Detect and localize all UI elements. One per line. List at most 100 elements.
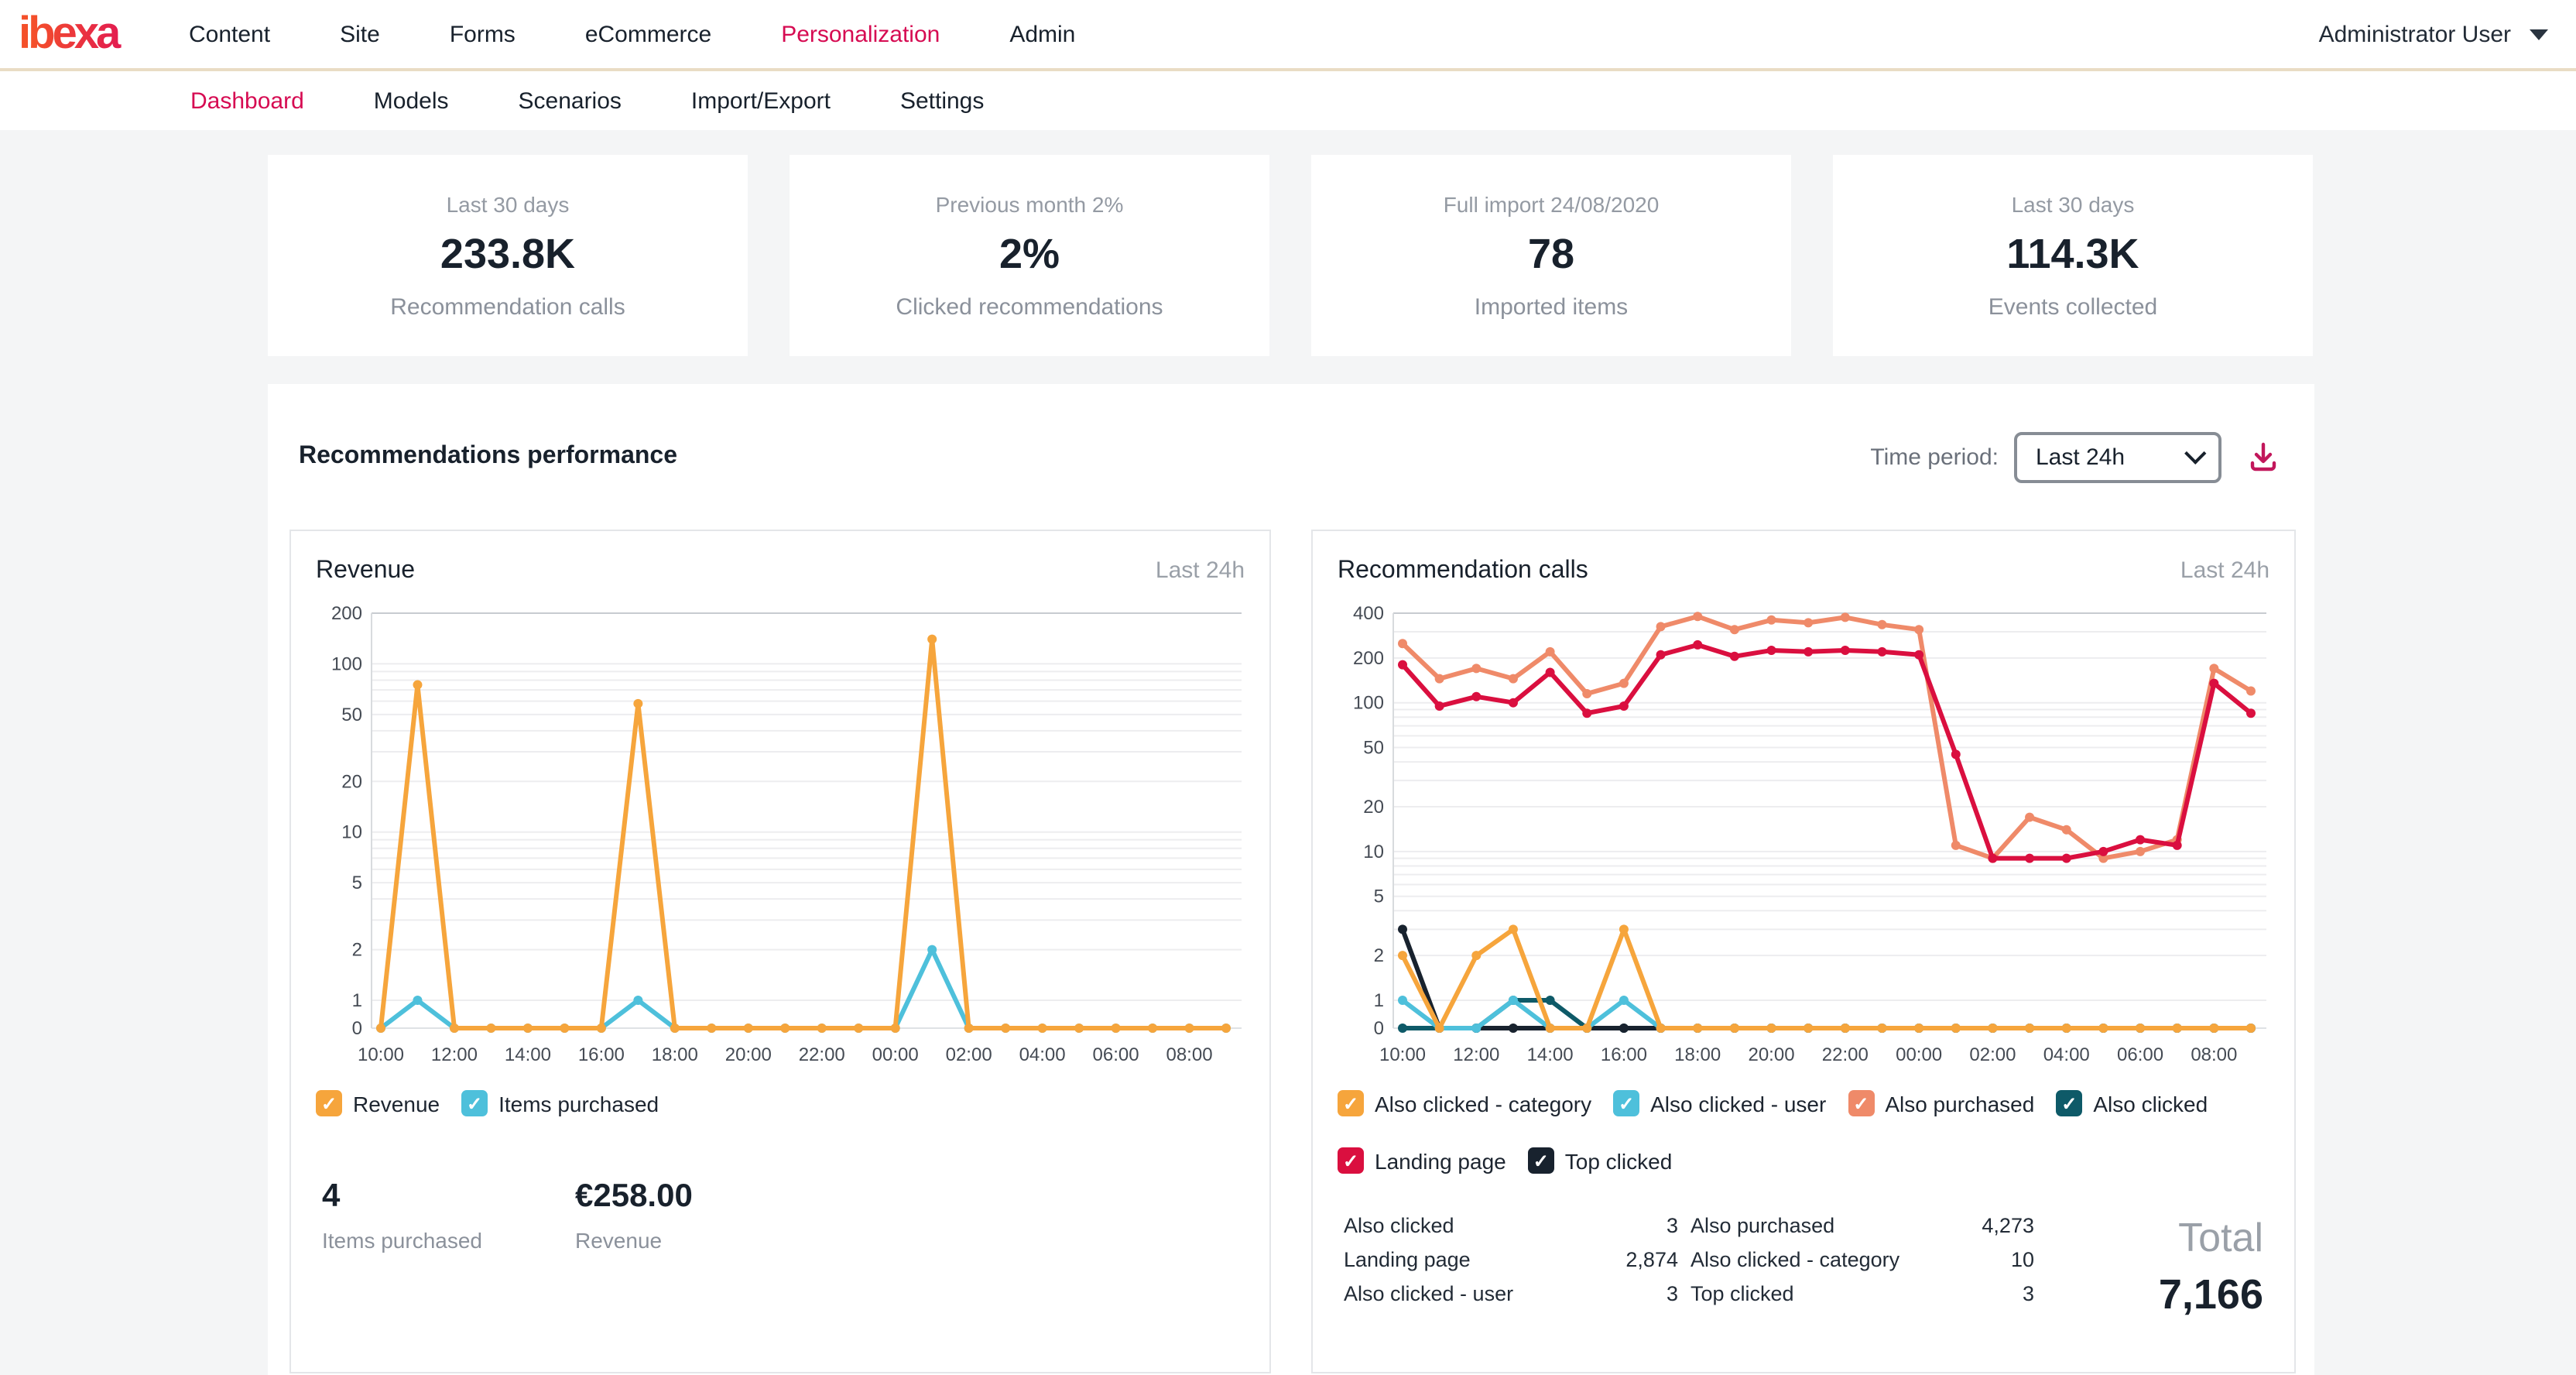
legend-checkbox-also-purchased[interactable]: ✓	[1848, 1090, 1875, 1116]
legend-item-items-purchased[interactable]: ✓ Items purchased	[461, 1090, 659, 1116]
main-nav: Content Site Forms eCommerce Personalization…	[189, 21, 1075, 47]
time-period-value: Last 24h	[2036, 444, 2126, 470]
legend-label: Also clicked - user	[1650, 1091, 1827, 1116]
summary-label: Items purchased	[322, 1228, 482, 1253]
summary-row-label: Top clicked	[1690, 1282, 1794, 1305]
chart-header: Recommendation calls Last 24h	[1338, 557, 2269, 585]
legend-checkbox-also-clicked[interactable]: ✓	[2056, 1090, 2083, 1116]
legend-item-also-clicked-category[interactable]: ✓ Also clicked - category	[1338, 1090, 1591, 1116]
sub-nav-settings[interactable]: Settings	[899, 87, 985, 114]
svg-text:5: 5	[352, 873, 362, 893]
svg-text:00:00: 00:00	[1896, 1044, 1942, 1065]
legend-item-landing-page[interactable]: ✓ Landing page	[1338, 1147, 1506, 1174]
svg-text:2: 2	[1374, 945, 1384, 966]
svg-text:5: 5	[1374, 886, 1384, 907]
total-value: 7,166	[2158, 1271, 2263, 1318]
stat-card-events-collected: Last 30 days 114.3K Events collected	[1833, 155, 2313, 356]
svg-text:14:00: 14:00	[505, 1044, 551, 1065]
sub-nav-import-export[interactable]: Import/Export	[690, 87, 831, 114]
chart-title: Revenue	[316, 557, 416, 584]
legend-item-top-clicked[interactable]: ✓ Top clicked	[1527, 1147, 1673, 1174]
legend-item-also-clicked-user[interactable]: ✓ Also clicked - user	[1613, 1090, 1826, 1116]
recommendation-calls-chart-card: Recommendation calls Last 24h 400 200 100 5…	[1311, 530, 2296, 1373]
legend-checkbox-landing-page[interactable]: ✓	[1338, 1147, 1364, 1174]
svg-text:10: 10	[1363, 842, 1384, 862]
revenue-chart-card: Revenue Last 24h 200 100 50 20 10 5 2 1 0 10:00 12…	[289, 530, 1271, 1373]
stat-card-recommendation-calls: Last 30 days 233.8K Recommendation calls	[268, 155, 748, 356]
panel-controls: Time period: Last 24h	[1870, 431, 2280, 482]
chevron-down-icon	[2184, 442, 2207, 465]
legend-label: Also clicked	[2093, 1091, 2208, 1116]
summary-revenue: €258.00 Revenue	[575, 1178, 693, 1253]
legend-label: Also clicked - category	[1375, 1091, 1592, 1116]
summary-row-value: 4,273	[1982, 1214, 2034, 1237]
legend-item-also-clicked[interactable]: ✓ Also clicked	[2056, 1090, 2208, 1116]
legend-checkbox-items-purchased[interactable]: ✓	[461, 1090, 488, 1116]
chart-period: Last 24h	[2180, 557, 2269, 584]
legend-label: Top clicked	[1564, 1148, 1673, 1173]
chevron-down-icon	[2530, 29, 2548, 39]
svg-text:2: 2	[352, 940, 362, 961]
svg-text:20: 20	[341, 771, 362, 792]
svg-text:08:00: 08:00	[2191, 1044, 2237, 1065]
legend-checkbox-top-clicked[interactable]: ✓	[1527, 1147, 1554, 1174]
legend-checkbox-revenue[interactable]: ✓	[316, 1090, 342, 1116]
svg-text:02:00: 02:00	[1969, 1044, 2016, 1065]
svg-text:20:00: 20:00	[725, 1044, 772, 1065]
svg-text:1: 1	[352, 990, 362, 1011]
svg-text:50: 50	[1363, 738, 1384, 759]
stat-card-value: 78	[1527, 230, 1575, 276]
top-nav: ibexa Content Site Forms eCommerce Personali…	[0, 0, 2576, 68]
chart-period: Last 24h	[1155, 557, 1245, 584]
svg-text:20:00: 20:00	[1748, 1044, 1794, 1065]
main-nav-content[interactable]: Content	[189, 21, 271, 47]
summary-row-value: 10	[2010, 1248, 2034, 1271]
stat-card-metric: Clicked recommendations	[896, 293, 1163, 320]
svg-text:1: 1	[1374, 990, 1384, 1011]
legend-checkbox-also-clicked-category[interactable]: ✓	[1338, 1090, 1364, 1116]
main-content: Last 30 days 233.8K Recommendation calls Pr…	[0, 130, 2576, 1375]
svg-text:0: 0	[1374, 1018, 1384, 1039]
main-nav-forms[interactable]: Forms	[449, 21, 516, 47]
stat-card-context: Last 30 days	[2011, 191, 2135, 216]
stat-card-imported-items: Full import 24/08/2020 78 Imported items	[1311, 155, 1791, 356]
svg-text:08:00: 08:00	[1166, 1044, 1212, 1065]
stat-card-metric: Recommendation calls	[390, 293, 625, 320]
main-nav-personalization[interactable]: Personalization	[781, 21, 940, 47]
stat-card-value: 2%	[999, 230, 1060, 276]
svg-text:18:00: 18:00	[1674, 1044, 1721, 1065]
download-icon[interactable]	[2246, 440, 2280, 474]
calls-summary-table: Also clicked 3 Also purchased 4,273 Landing …	[1344, 1214, 2034, 1319]
panel-header: Recommendations performance Time period:…	[289, 430, 2293, 483]
svg-text:14:00: 14:00	[1527, 1044, 1574, 1065]
sub-nav-models[interactable]: Models	[373, 87, 449, 114]
user-menu[interactable]: Administrator User	[2319, 21, 2548, 47]
legend-item-also-purchased[interactable]: ✓ Also purchased	[1848, 1090, 2034, 1116]
svg-text:10:00: 10:00	[358, 1044, 404, 1065]
legend-item-revenue[interactable]: ✓ Revenue	[316, 1090, 440, 1116]
main-nav-site[interactable]: Site	[340, 21, 380, 47]
summary-row-label: Also clicked - category	[1690, 1248, 1900, 1271]
calls-total: Total 7,166	[2159, 1214, 2263, 1319]
svg-text:02:00: 02:00	[946, 1044, 992, 1065]
main-nav-admin[interactable]: Admin	[1009, 21, 1076, 47]
ibexa-logo[interactable]: ibexa	[19, 3, 155, 65]
svg-text:18:00: 18:00	[652, 1044, 698, 1065]
time-period-label: Time period:	[1870, 444, 1999, 470]
recommendation-calls-chart-legend: ✓ Also clicked - category ✓ Also clicked - …	[1338, 1090, 2269, 1174]
svg-text:22:00: 22:00	[1822, 1044, 1869, 1065]
sub-nav-dashboard[interactable]: Dashboard	[190, 87, 304, 114]
summary-label: Revenue	[575, 1228, 663, 1253]
sub-nav-scenarios[interactable]: Scenarios	[518, 87, 622, 114]
svg-text:10:00: 10:00	[1379, 1044, 1426, 1065]
time-period-select[interactable]: Last 24h	[2014, 431, 2221, 482]
calls-summary: Also clicked 3 Also purchased 4,273 Landing …	[1338, 1214, 2269, 1319]
legend-label: Landing page	[1375, 1148, 1506, 1173]
legend-checkbox-also-clicked-user[interactable]: ✓	[1613, 1090, 1640, 1116]
main-nav-ecommerce[interactable]: eCommerce	[584, 21, 712, 47]
svg-text:16:00: 16:00	[1601, 1044, 1647, 1065]
recommendations-performance-panel: Recommendations performance Time period:…	[268, 384, 2314, 1375]
stat-card-clicked-recommendations: Previous month 2% 2% Clicked recommendatio…	[790, 155, 1269, 356]
